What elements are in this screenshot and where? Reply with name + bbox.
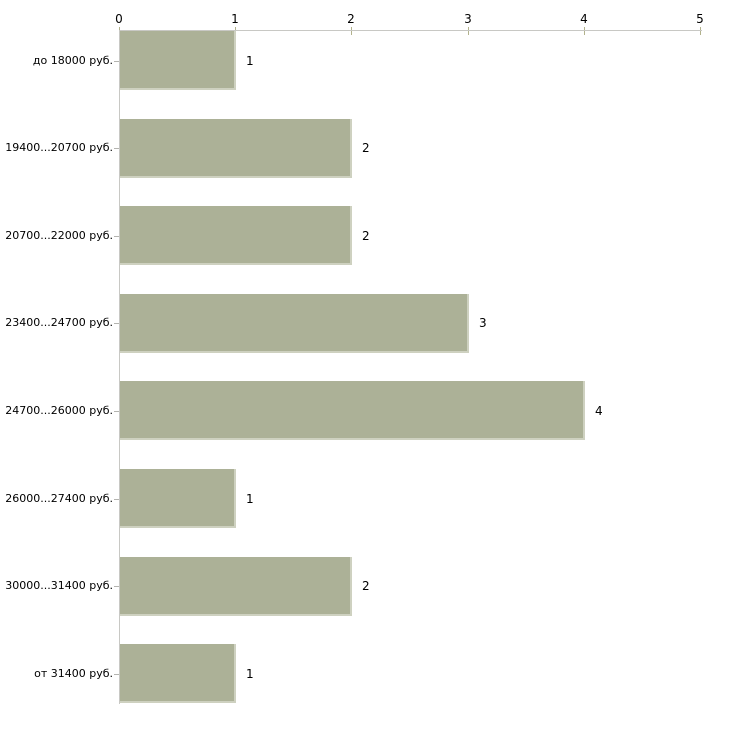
value-label: 2: [362, 141, 370, 155]
category-tick-mark: [114, 323, 119, 324]
bar: [120, 644, 236, 703]
y-axis-line: [119, 30, 120, 704]
x-axis-line: [119, 30, 702, 31]
category-label: до 18000 руб.: [32, 54, 113, 67]
x-axis-tick-mark: [584, 27, 585, 35]
x-axis-tick-label: 5: [696, 12, 704, 26]
bar: [120, 31, 236, 90]
category-label: 19400...20700 руб.: [5, 141, 113, 154]
x-axis-tick-label: 3: [464, 12, 472, 26]
category-tick-mark: [114, 148, 119, 149]
x-axis-tick-mark: [468, 27, 469, 35]
value-label: 1: [246, 54, 254, 68]
value-label: 4: [595, 404, 603, 418]
category-label: от 31400 руб.: [34, 667, 113, 680]
category-label: 26000...27400 руб.: [5, 492, 113, 505]
category-label: 20700...22000 руб.: [5, 229, 113, 242]
bar: [120, 469, 236, 528]
x-axis-tick-label: 0: [115, 12, 123, 26]
bar: [120, 294, 469, 353]
x-axis-tick-mark: [700, 27, 701, 35]
value-label: 1: [246, 667, 254, 681]
value-label: 1: [246, 492, 254, 506]
x-axis-tick-label: 1: [231, 12, 239, 26]
value-label: 3: [479, 316, 487, 330]
bar: [120, 557, 352, 616]
x-axis-tick-mark: [351, 27, 352, 35]
category-tick-mark: [114, 61, 119, 62]
bar: [120, 381, 585, 440]
bar: [120, 206, 352, 265]
x-axis-tick-label: 4: [580, 12, 588, 26]
bar: [120, 119, 352, 178]
category-label: 23400...24700 руб.: [5, 316, 113, 329]
category-tick-mark: [114, 499, 119, 500]
category-tick-mark: [114, 586, 119, 587]
value-label: 2: [362, 579, 370, 593]
category-tick-mark: [114, 674, 119, 675]
x-axis-tick-label: 2: [347, 12, 355, 26]
category-tick-mark: [114, 236, 119, 237]
category-label: 24700...26000 руб.: [5, 404, 113, 417]
category-label: 30000...31400 руб.: [5, 579, 113, 592]
category-tick-mark: [114, 411, 119, 412]
value-label: 2: [362, 229, 370, 243]
